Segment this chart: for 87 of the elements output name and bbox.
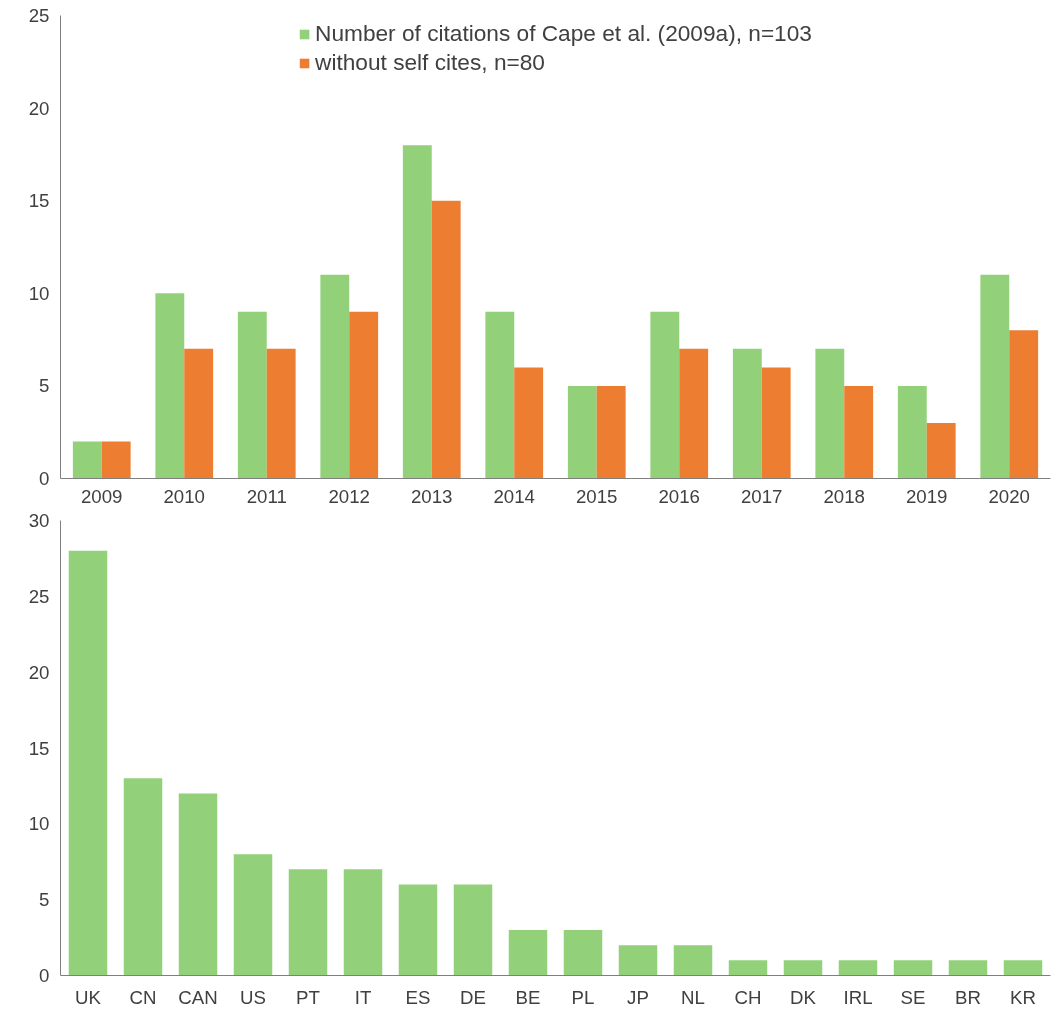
x-tick-label: KR [1010,986,1036,1008]
x-tick-label: CH [734,986,762,1008]
bar [485,311,515,479]
x-tick-label: DK [790,986,817,1008]
y-tick-label: 5 [39,375,50,397]
bar [68,550,108,976]
x-tick-label: 2011 [246,485,287,507]
bar [72,441,102,479]
bar [563,930,603,976]
x-tick-label: NL [681,986,705,1008]
y-tick-label: 15 [28,190,50,212]
x-tick-label: PL [571,986,595,1008]
bar [1009,330,1039,479]
bar [349,311,379,479]
x-tick-label: US [240,986,266,1008]
bar [320,274,350,479]
bar [838,960,878,976]
y-tick-label: 0 [39,468,50,489]
bar [732,348,762,479]
bar [266,348,296,479]
x-tick-label: 2014 [493,485,536,507]
bar [514,367,544,479]
bar [184,348,214,479]
bar [783,960,823,976]
x-tick-label: DE [460,986,486,1008]
bar [893,960,933,976]
bar [618,945,658,976]
bar [815,348,845,479]
bar [1003,960,1043,976]
bar [980,274,1010,479]
x-tick-label: 2016 [658,485,701,507]
x-tick-label: IT [354,986,372,1008]
bar [402,145,432,479]
x-tick-label: UK [75,986,102,1008]
bar [844,385,874,479]
y-tick-label: 10 [28,813,50,835]
legend-label: without self cites, n=80 [315,49,545,76]
bar [398,884,438,976]
bar [596,385,626,479]
y-tick-label: 15 [28,737,50,759]
bar [926,422,956,479]
x-tick-label: 2017 [741,485,783,507]
y-tick-label: 25 [28,5,50,26]
bar [567,385,597,479]
bar [288,869,328,976]
y-tick-label: 30 [28,510,50,531]
bar [155,293,185,479]
x-tick-label: CAN [178,986,218,1008]
x-tick-label: BR [955,986,981,1008]
bar [237,311,267,479]
bar [233,854,273,976]
x-tick-label: 2020 [988,485,1031,507]
x-tick-label: ES [405,986,431,1008]
y-tick-label: 20 [28,97,50,119]
bar [508,930,548,976]
bar [728,960,768,976]
x-tick-label: SE [900,986,926,1008]
x-tick-label: JP [627,986,649,1008]
x-tick-label: 2018 [823,485,866,507]
x-tick-label: IRL [843,986,873,1008]
bar [101,441,131,479]
y-tick-label: 5 [39,889,50,911]
x-tick-label: 2012 [328,485,371,507]
x-tick-label: BE [515,986,541,1008]
bar [343,869,383,976]
y-tick-label: 20 [28,661,50,683]
bar [679,348,709,479]
bar [673,945,713,976]
x-tick-label: PT [296,986,320,1008]
bar [897,385,927,479]
bar [453,884,493,976]
bar [650,311,680,479]
y-tick-label: 0 [39,965,50,986]
bar [431,200,461,479]
bar [948,960,988,976]
x-tick-label: 2015 [576,485,618,507]
bar [761,367,791,479]
x-tick-label: 2019 [906,485,948,507]
x-tick-label: 2010 [163,485,206,507]
x-tick-label: CN [129,986,157,1008]
bar [123,778,163,976]
bar [178,793,218,976]
legend-label: Number of citations of Cape et al. (2009a), n=103 [315,20,812,47]
y-tick-label: 10 [28,282,50,304]
x-tick-label: 2013 [411,485,453,507]
x-tick-label: 2009 [81,485,123,507]
y-tick-label: 25 [28,585,50,607]
